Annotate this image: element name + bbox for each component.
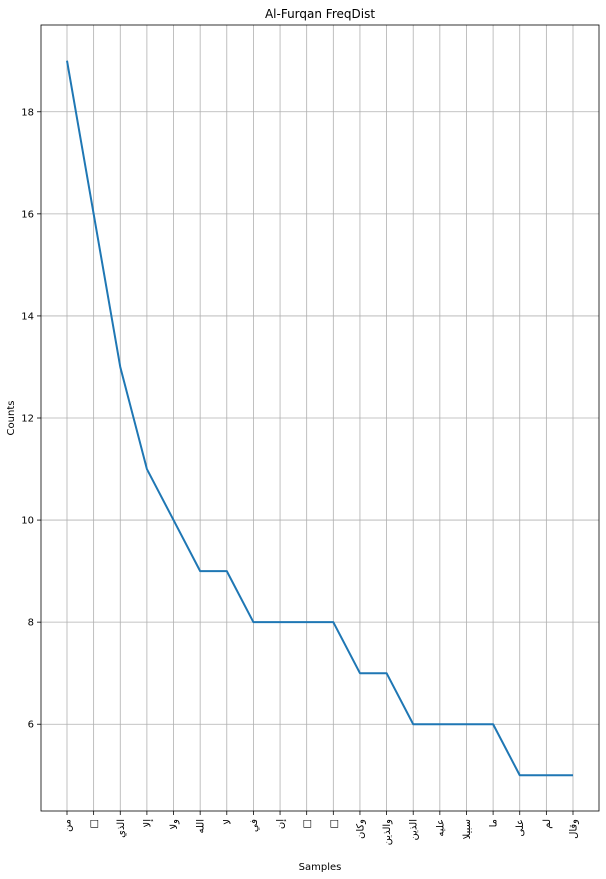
x-tick-label: سبيلا bbox=[462, 819, 473, 839]
x-tick-label: ما bbox=[489, 819, 500, 827]
grid-lines bbox=[41, 25, 599, 811]
x-tick-label: عليه bbox=[435, 819, 446, 837]
x-tick-label: الذي bbox=[116, 819, 127, 838]
x-tick-label: إلا bbox=[142, 819, 153, 828]
x-axis-label: Samples bbox=[299, 862, 342, 873]
x-tick-label: □ bbox=[302, 819, 313, 828]
y-axis: 6 8 10 12 14 16 18 bbox=[21, 107, 41, 731]
x-tick-label: على bbox=[515, 819, 526, 837]
x-tick-label: □ bbox=[89, 819, 100, 828]
y-tick-label: 16 bbox=[21, 209, 34, 220]
x-tick-label: وقال bbox=[569, 819, 580, 839]
chart-title: Al-Furqan FreqDist bbox=[265, 7, 375, 21]
x-tick-label: والذين bbox=[382, 819, 393, 845]
series-line bbox=[66, 60, 573, 777]
x-axis: من □ الذي إلا ولا الله لا في إن □ □ وكان والذين الذين… bbox=[63, 811, 580, 845]
x-tick-label: الله bbox=[196, 819, 207, 834]
y-tick-label: 8 bbox=[28, 618, 34, 629]
x-tick-label: الذين bbox=[409, 819, 420, 840]
y-tick-label: 6 bbox=[28, 720, 34, 731]
x-tick-label: □ bbox=[329, 819, 340, 828]
y-tick-label: 10 bbox=[21, 516, 34, 527]
x-tick-label: لا bbox=[222, 819, 233, 825]
y-tick-label: 12 bbox=[21, 414, 34, 425]
x-tick-label: من bbox=[63, 819, 74, 832]
x-tick-label: ولا bbox=[169, 819, 180, 830]
y-tick-label: 18 bbox=[21, 107, 34, 118]
x-tick-label: وكان bbox=[355, 819, 366, 839]
x-tick-label: لم bbox=[542, 819, 553, 829]
y-tick-label: 14 bbox=[21, 311, 34, 322]
x-tick-label: في bbox=[249, 819, 260, 832]
y-axis-label: Counts bbox=[6, 401, 17, 436]
x-tick-label: إن bbox=[276, 819, 287, 829]
